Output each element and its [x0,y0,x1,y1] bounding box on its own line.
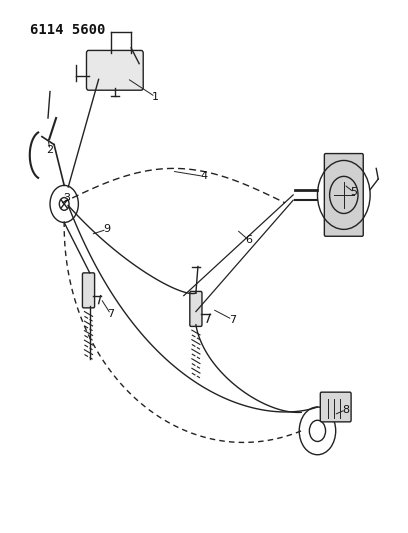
Text: 5: 5 [350,187,357,197]
Text: 9: 9 [103,224,110,235]
Text: 2: 2 [47,145,53,155]
Text: 7: 7 [229,314,236,325]
Text: 1: 1 [152,92,159,102]
Text: 7: 7 [107,309,114,319]
Text: 6: 6 [245,235,252,245]
FancyBboxPatch shape [82,273,95,308]
FancyBboxPatch shape [86,51,143,90]
FancyBboxPatch shape [324,154,363,236]
Text: 4: 4 [200,172,208,181]
Text: 6114 5600: 6114 5600 [30,22,105,37]
Text: 3: 3 [63,192,70,203]
FancyBboxPatch shape [320,392,351,422]
Text: 8: 8 [342,405,349,415]
FancyBboxPatch shape [190,292,202,326]
